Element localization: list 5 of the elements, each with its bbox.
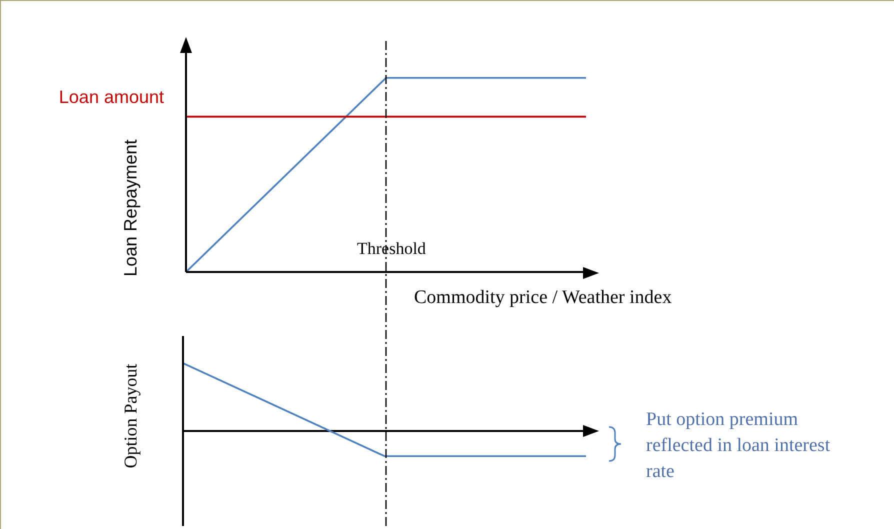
text: Put option premium reflected in loan interest rate — [646, 408, 832, 484]
series-label: Loan amount — [58, 87, 164, 108]
y-axis-title: Option Payout — [120, 364, 142, 468]
x-axis-title: Commodity price / Weather index — [414, 287, 672, 309]
y-axis-title: Loan Repayment — [120, 139, 142, 277]
